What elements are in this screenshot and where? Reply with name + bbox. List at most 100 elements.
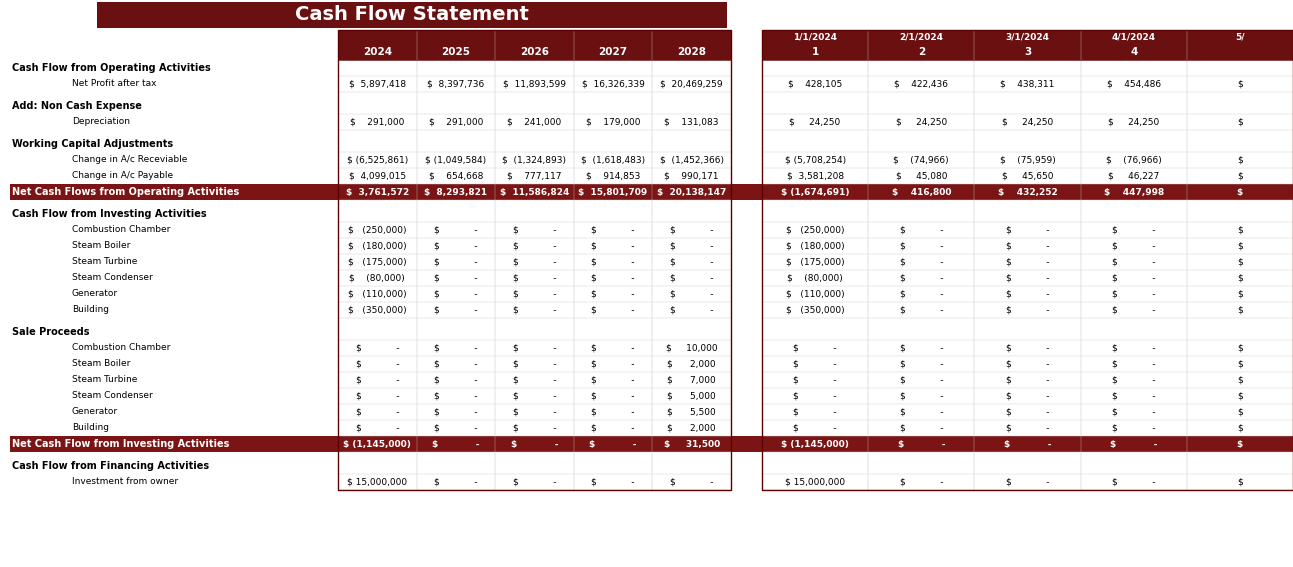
- Text: $            -: $ -: [434, 424, 477, 433]
- Text: $            -: $ -: [1112, 226, 1156, 235]
- Text: $  3,581,208: $ 3,581,208: [786, 171, 843, 180]
- Text: $  3,761,572: $ 3,761,572: [345, 188, 409, 197]
- Text: $ (6,525,861): $ (6,525,861): [347, 155, 407, 164]
- Text: $            -: $ -: [591, 391, 635, 400]
- Text: $  15,801,709: $ 15,801,709: [578, 188, 648, 197]
- Text: $      5,000: $ 5,000: [667, 391, 716, 400]
- Text: 5/: 5/: [1235, 32, 1245, 41]
- Text: Steam Turbine: Steam Turbine: [72, 375, 137, 384]
- Text: $            -: $ -: [900, 273, 943, 282]
- Text: $            -: $ -: [1112, 344, 1156, 353]
- Text: Investment from owner: Investment from owner: [72, 477, 178, 486]
- Text: $  (1,324,893): $ (1,324,893): [503, 155, 566, 164]
- Text: $            -: $ -: [897, 439, 945, 448]
- Bar: [10, 184, 1293, 200]
- Text: $    (80,000): $ (80,000): [787, 273, 843, 282]
- Text: $ 15,000,000: $ 15,000,000: [785, 477, 846, 486]
- Text: $: $: [1237, 477, 1243, 486]
- Text: Change in A/c Payable: Change in A/c Payable: [72, 171, 173, 180]
- Text: $: $: [1237, 391, 1243, 400]
- Text: $    (75,959): $ (75,959): [999, 155, 1055, 164]
- Bar: [337, 44, 731, 60]
- Text: $     10,000: $ 10,000: [666, 344, 718, 353]
- Text: 4/1/2024: 4/1/2024: [1112, 32, 1156, 41]
- Bar: [337, 436, 731, 452]
- Text: $   (350,000): $ (350,000): [348, 306, 406, 315]
- Text: Steam Boiler: Steam Boiler: [72, 359, 131, 369]
- Text: $            -: $ -: [1112, 290, 1156, 298]
- Text: $            -: $ -: [434, 290, 477, 298]
- Text: $            -: $ -: [1006, 391, 1049, 400]
- Text: $            -: $ -: [1112, 359, 1156, 369]
- Text: $            -: $ -: [513, 477, 556, 486]
- Text: $            -: $ -: [434, 257, 477, 266]
- Bar: [97, 2, 727, 28]
- Text: $     31,500: $ 31,500: [663, 439, 720, 448]
- Text: $            -: $ -: [591, 273, 635, 282]
- Text: 2024: 2024: [363, 47, 392, 57]
- Text: $   (110,000): $ (110,000): [786, 290, 844, 298]
- Text: $            -: $ -: [1006, 344, 1049, 353]
- Text: Net Cash Flows from Operating Activities: Net Cash Flows from Operating Activities: [12, 187, 239, 197]
- Text: $: $: [1237, 242, 1243, 251]
- Text: $            -: $ -: [590, 439, 637, 448]
- Text: Combustion Chamber: Combustion Chamber: [72, 344, 171, 353]
- Text: $            -: $ -: [513, 273, 556, 282]
- Text: $: $: [1237, 306, 1243, 315]
- Text: $            -: $ -: [794, 408, 837, 417]
- Text: $            -: $ -: [670, 306, 714, 315]
- Text: $            -: $ -: [434, 344, 477, 353]
- Text: $            -: $ -: [900, 344, 943, 353]
- Text: $    914,853: $ 914,853: [586, 171, 640, 180]
- Text: $: $: [1237, 257, 1243, 266]
- Text: Building: Building: [72, 306, 109, 315]
- Text: 2/1/2024: 2/1/2024: [900, 32, 944, 41]
- Text: $            -: $ -: [1112, 242, 1156, 251]
- Text: Sale Proceeds: Sale Proceeds: [12, 327, 89, 337]
- Text: $            -: $ -: [434, 391, 477, 400]
- Text: $  4,099,015: $ 4,099,015: [349, 171, 406, 180]
- Text: $            -: $ -: [591, 359, 635, 369]
- Text: $            -: $ -: [1006, 242, 1049, 251]
- Text: $   (180,000): $ (180,000): [786, 242, 844, 251]
- Text: $            -: $ -: [900, 424, 943, 433]
- Text: $            -: $ -: [356, 359, 400, 369]
- Text: $    291,000: $ 291,000: [429, 117, 484, 126]
- Text: $            -: $ -: [670, 242, 714, 251]
- Text: $    (76,966): $ (76,966): [1106, 155, 1161, 164]
- Text: $    241,000: $ 241,000: [507, 117, 561, 126]
- Text: $            -: $ -: [434, 306, 477, 315]
- Text: $            -: $ -: [434, 375, 477, 384]
- Text: $            -: $ -: [670, 477, 714, 486]
- Text: 3/1/2024: 3/1/2024: [1006, 32, 1050, 41]
- Text: $            -: $ -: [794, 391, 837, 400]
- Text: $            -: $ -: [513, 375, 556, 384]
- Text: $            -: $ -: [591, 306, 635, 315]
- Text: $            -: $ -: [513, 391, 556, 400]
- Text: $      2,000: $ 2,000: [667, 424, 716, 433]
- Text: $      7,000: $ 7,000: [667, 375, 716, 384]
- Text: $    (74,966): $ (74,966): [893, 155, 949, 164]
- Text: $     46,227: $ 46,227: [1108, 171, 1160, 180]
- Text: $      5,500: $ 5,500: [667, 408, 716, 417]
- Text: 2025: 2025: [441, 47, 471, 57]
- Text: $            -: $ -: [434, 359, 477, 369]
- Text: $ (1,145,000): $ (1,145,000): [781, 439, 850, 448]
- Text: $            -: $ -: [1006, 290, 1049, 298]
- Text: $            -: $ -: [794, 375, 837, 384]
- Text: $    990,171: $ 990,171: [665, 171, 719, 180]
- Text: $            -: $ -: [591, 408, 635, 417]
- Text: 3: 3: [1024, 47, 1031, 57]
- Text: $            -: $ -: [591, 242, 635, 251]
- Text: Working Capital Adjustments: Working Capital Adjustments: [12, 139, 173, 149]
- Text: $    777,117: $ 777,117: [507, 171, 561, 180]
- Text: $            -: $ -: [591, 290, 635, 298]
- Text: $  20,138,147: $ 20,138,147: [657, 188, 727, 197]
- Bar: [10, 436, 337, 452]
- Text: $            -: $ -: [591, 375, 635, 384]
- Text: $  5,897,418: $ 5,897,418: [349, 79, 406, 88]
- Text: $            -: $ -: [1112, 408, 1156, 417]
- Text: $      2,000: $ 2,000: [667, 359, 716, 369]
- Text: Net Cash Flow from Investing Activities: Net Cash Flow from Investing Activities: [12, 439, 229, 449]
- Bar: [762, 44, 1293, 60]
